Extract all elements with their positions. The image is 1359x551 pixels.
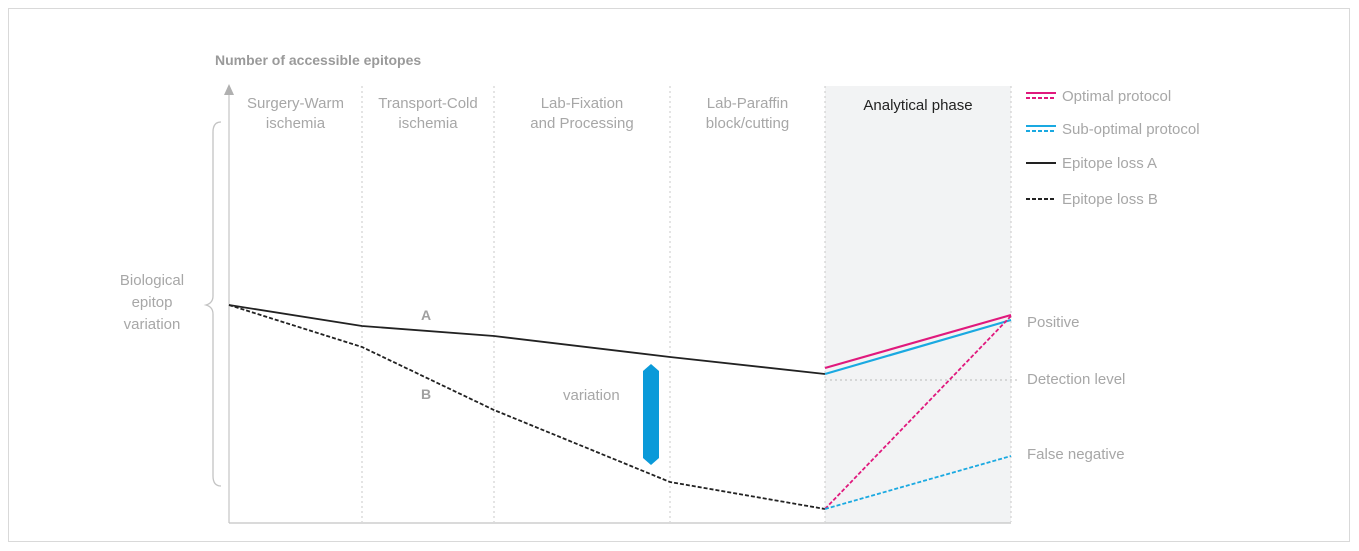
legend-label-suboptimal: Sub-optimal protocol bbox=[1062, 120, 1200, 138]
legend-item-optimal: Optimal protocol bbox=[1026, 86, 1171, 106]
y-axis-title: Number of accessible epitopes bbox=[215, 52, 422, 68]
optimal-protocol-a-line bbox=[824, 313, 1012, 370]
phase-label-surgery: Surgery-Warm ischemia bbox=[247, 95, 344, 132]
outcome-detection-label: Detection level bbox=[1027, 371, 1126, 388]
legend-label-optimal: Optimal protocol bbox=[1062, 87, 1172, 105]
legend-label-loss-a: Epitope loss A bbox=[1062, 154, 1158, 172]
biological-variation-label: Biological epitop variation bbox=[119, 272, 185, 333]
line-label-b: B bbox=[421, 386, 432, 402]
epitope-loss-b-line bbox=[228, 304, 826, 510]
outcome-false-negative-label: False negative bbox=[1027, 446, 1125, 463]
variation-marker bbox=[643, 364, 659, 465]
legend-swatch-suboptimal bbox=[1026, 125, 1056, 132]
line-label-a: A bbox=[421, 307, 432, 323]
phase-label-transport: Transport-Cold ischemia bbox=[378, 95, 478, 132]
y-axis-arrow bbox=[224, 84, 234, 95]
epitope-loss-a-line bbox=[228, 304, 826, 375]
analytical-phase-background bbox=[825, 86, 1011, 523]
legend-swatch-optimal bbox=[1026, 92, 1056, 99]
legend-swatch-loss-b bbox=[1026, 198, 1056, 200]
suboptimal-protocol-a-line bbox=[824, 318, 1012, 376]
legend-item-loss-b: Epitope loss B bbox=[1026, 189, 1158, 209]
suboptimal-protocol-b-line bbox=[824, 455, 1012, 510]
legend-item-loss-a: Epitope loss A bbox=[1026, 153, 1157, 173]
outcome-positive-label: Positive bbox=[1027, 314, 1080, 331]
legend-label-loss-b: Epitope loss B bbox=[1062, 190, 1158, 208]
legend-item-suboptimal: Sub-optimal protocol bbox=[1026, 119, 1200, 139]
variation-label: variation bbox=[563, 387, 620, 404]
phase-label-fixation: Lab-Fixation and Processing bbox=[530, 95, 634, 132]
biological-variation-brace bbox=[203, 121, 222, 487]
phase-label-analytical: Analytical phase bbox=[863, 97, 973, 114]
figure-frame bbox=[8, 8, 1350, 542]
optimal-protocol-b-line bbox=[824, 315, 1012, 510]
legend-swatch-loss-a bbox=[1026, 162, 1056, 164]
phase-label-paraffin: Lab-Paraffin block/cutting bbox=[705, 95, 790, 132]
